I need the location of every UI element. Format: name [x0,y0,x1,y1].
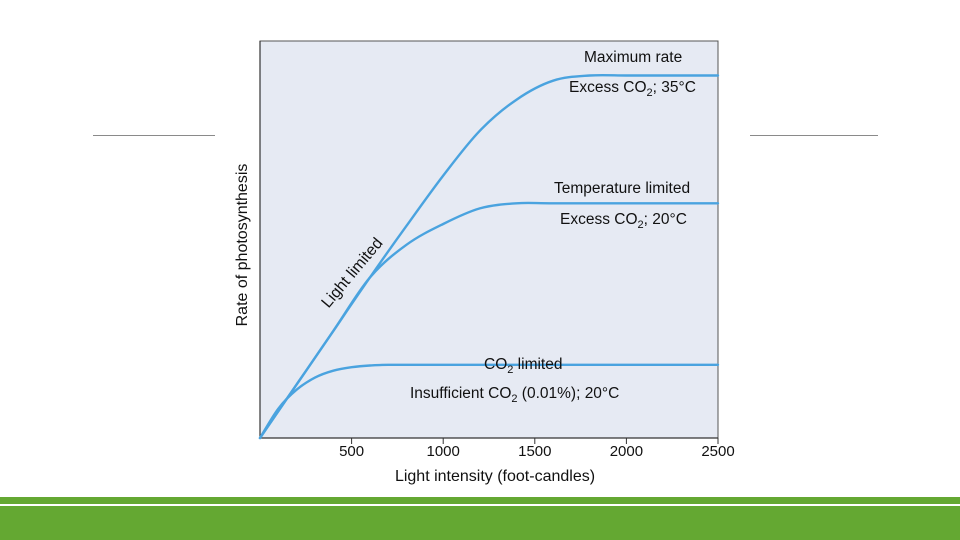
y-axis-title: Rate of photosynthesis [234,164,251,327]
temperature-limited-condition: Excess CO2; 20°C [560,211,687,231]
temp-cond-prefix: Excess CO [560,211,638,228]
temperature-limited-label: Temperature limited [554,180,690,197]
co2-label-subscript: 2 [507,364,513,376]
max-cond-subscript: 2 [647,87,653,99]
series-line-2 [258,363,720,440]
x-tick-label: 2000 [610,443,643,460]
series-line-1 [258,201,720,440]
max-cond-prefix: Excess CO [569,79,647,96]
max-cond-suffix: ; 35°C [653,79,696,96]
co2-cond-subscript: 2 [511,393,517,405]
temp-cond-subscript: 2 [638,219,644,231]
x-axis-title: Light intensity (foot-candles) [395,468,595,485]
co2-cond-prefix: Insufficient CO [410,385,511,402]
co2-label-prefix: CO [484,356,507,373]
maximum-rate-label: Maximum rate [584,49,682,66]
left-decorative-line [93,135,215,136]
maximum-rate-condition: Excess CO2; 35°C [569,79,696,99]
co2-cond-suffix: (0.01%); 20°C [518,385,620,402]
footer-accent-band [0,506,960,540]
co2-limited-label: CO2 limited [484,356,562,376]
x-tick-label: 1000 [427,443,460,460]
co2-label-suffix: limited [513,356,562,373]
plot-area [259,40,719,439]
x-tick-label: 500 [339,443,364,460]
co2-limited-condition: Insufficient CO2 (0.01%); 20°C [410,385,619,405]
right-decorative-line [750,135,878,136]
x-tick-label: 1500 [518,443,551,460]
x-tick-label: 2500 [701,443,734,460]
footer-accent-thin [0,497,960,504]
temp-cond-suffix: ; 20°C [644,211,687,228]
